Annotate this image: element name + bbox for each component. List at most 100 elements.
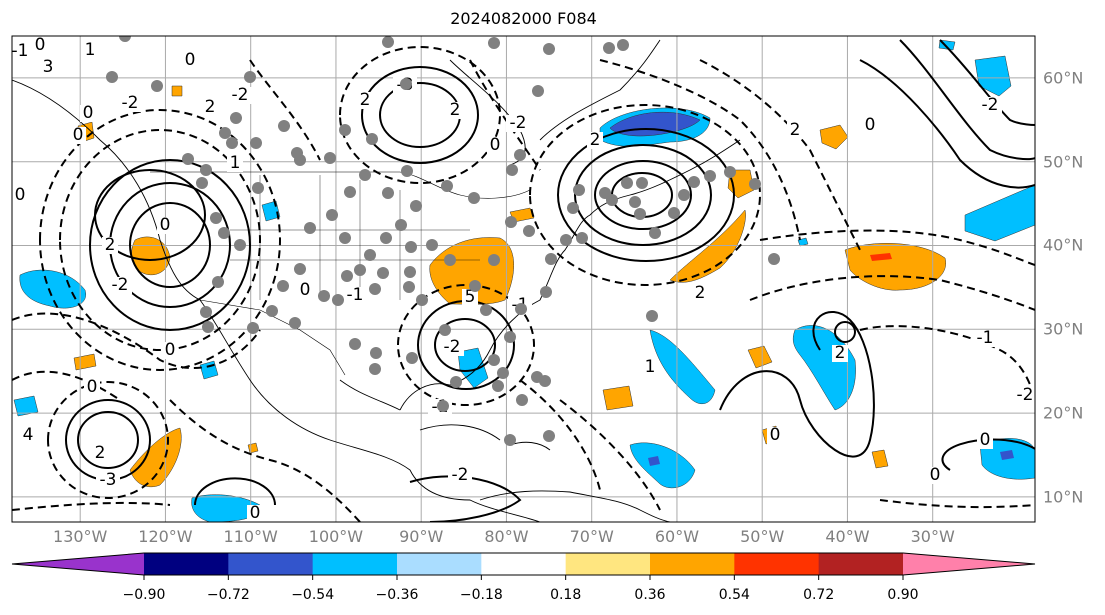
contour-solid bbox=[109, 182, 232, 308]
lat-tick-label: 50°N bbox=[1043, 152, 1084, 172]
contour-label: 2 bbox=[590, 130, 601, 150]
contour-label-bg bbox=[297, 282, 313, 299]
shading-darkblue bbox=[1000, 450, 1014, 460]
colorbar-segment bbox=[818, 553, 904, 575]
contour-label-bg bbox=[32, 37, 48, 54]
lon-tick-label: 90°W bbox=[399, 527, 444, 546]
contour-label-bg bbox=[787, 122, 803, 139]
station-dot bbox=[480, 304, 492, 316]
contour-label: 2 bbox=[105, 235, 116, 255]
contour-label: 5 bbox=[465, 287, 476, 307]
contour-label-bg bbox=[84, 379, 100, 396]
contour-label: -2 bbox=[122, 93, 139, 113]
contour-label-bg bbox=[12, 217, 14, 234]
station-dot bbox=[324, 152, 336, 164]
contour-label-bg bbox=[447, 102, 463, 119]
colorbar-tick-label: −0.90 bbox=[122, 587, 166, 603]
station-dot bbox=[200, 306, 212, 318]
contour-label: -1 bbox=[977, 328, 994, 348]
station-dot bbox=[506, 164, 518, 176]
contour-label: 2 bbox=[205, 97, 216, 117]
contour-label-bg bbox=[247, 505, 263, 522]
shading-blue bbox=[964, 184, 1035, 242]
contour-solid bbox=[859, 59, 1035, 189]
station-dot bbox=[202, 321, 214, 333]
coastline-hispaniola bbox=[509, 441, 551, 451]
contour-label: -2 bbox=[982, 95, 999, 115]
contour-solid bbox=[409, 475, 522, 522]
contour-label: 2 bbox=[790, 120, 801, 140]
station-dot bbox=[218, 227, 230, 239]
colorbar-segment bbox=[397, 553, 482, 575]
contour-dashed bbox=[169, 399, 361, 522]
contour-label: -2 bbox=[444, 337, 461, 357]
map-frame bbox=[11, 35, 1036, 523]
contour-label: -2 bbox=[510, 113, 527, 133]
contour-label: 0 bbox=[35, 35, 46, 55]
contour-label-bg bbox=[92, 445, 108, 462]
station-dot bbox=[382, 36, 394, 48]
contour-label-bg bbox=[587, 132, 603, 149]
contour-dashed bbox=[47, 381, 170, 499]
station-dot bbox=[488, 254, 500, 266]
contour-label: 2 bbox=[835, 343, 846, 363]
station-dot bbox=[354, 264, 366, 276]
shading-orange bbox=[73, 353, 97, 371]
station-dot bbox=[646, 310, 658, 322]
station-dot bbox=[326, 209, 338, 221]
station-dot bbox=[403, 281, 415, 293]
coastline-cuba bbox=[419, 424, 501, 441]
colorbar-segment bbox=[565, 553, 651, 575]
station-dot bbox=[492, 380, 504, 392]
colorbar-tick-label: 0.72 bbox=[803, 587, 835, 603]
colorbar-segment bbox=[228, 553, 314, 575]
station-dot bbox=[366, 133, 378, 145]
contour-label-bg bbox=[182, 52, 198, 69]
contour-label: 0 bbox=[250, 503, 261, 523]
station-dot bbox=[515, 303, 527, 315]
colorbar-tick-label: −0.36 bbox=[375, 587, 419, 603]
station-dot bbox=[406, 352, 418, 364]
contour-label-bg bbox=[343, 287, 367, 304]
station-dot bbox=[304, 222, 316, 234]
station-dot bbox=[426, 239, 438, 251]
border-us-canada bbox=[150, 171, 531, 199]
station-dot bbox=[341, 270, 353, 282]
contour-label-bg bbox=[862, 117, 878, 134]
lat-tick-label: 20°N bbox=[1043, 403, 1084, 423]
contour-solid bbox=[94, 169, 207, 261]
contour-label-bg bbox=[462, 289, 478, 306]
station-dot bbox=[450, 376, 462, 388]
station-dot bbox=[395, 219, 407, 231]
station-dot bbox=[244, 71, 256, 83]
contour-label-bg bbox=[108, 277, 132, 294]
station-dot bbox=[405, 241, 417, 253]
contour-solid bbox=[594, 160, 693, 230]
station-dot bbox=[636, 177, 648, 189]
colorbar-segment bbox=[481, 553, 567, 575]
colorbar-tick-label: 0.36 bbox=[634, 587, 666, 603]
lon-tick-label: 70°W bbox=[569, 527, 614, 546]
contour-label-bg bbox=[692, 285, 708, 302]
colorbar-tick-label: −0.72 bbox=[206, 587, 250, 603]
shading-red bbox=[870, 253, 892, 261]
contour-label-bg bbox=[162, 342, 178, 359]
station-dot bbox=[289, 317, 301, 329]
contour-label-bg bbox=[832, 345, 848, 362]
shading-orange bbox=[669, 209, 746, 283]
station-dot bbox=[649, 227, 661, 239]
station-dot bbox=[416, 294, 428, 306]
station-dot bbox=[210, 212, 222, 224]
station-dot bbox=[688, 176, 700, 188]
contour-solid bbox=[361, 66, 480, 164]
station-dot bbox=[410, 200, 422, 212]
station-dot bbox=[339, 124, 351, 136]
contour-dashed bbox=[749, 275, 1035, 311]
station-dot bbox=[369, 363, 381, 375]
contour-solid bbox=[417, 300, 516, 390]
contour-label-bg bbox=[357, 92, 373, 109]
station-dot bbox=[603, 42, 615, 54]
station-dot bbox=[469, 280, 481, 292]
contour-label: -2 bbox=[452, 465, 469, 485]
contour-dashed bbox=[12, 501, 171, 511]
